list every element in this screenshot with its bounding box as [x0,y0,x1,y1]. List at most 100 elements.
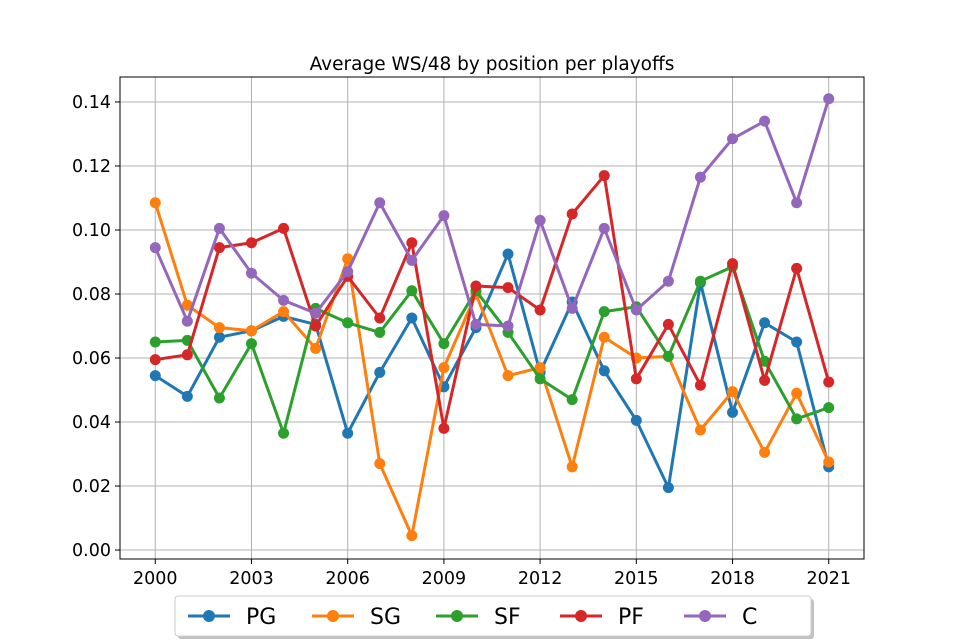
data-point-c [278,294,290,306]
data-point-sg [502,370,514,382]
series-line-pg [153,252,831,490]
legend-label-pf: PF [618,605,644,630]
data-point-pf [502,282,514,294]
data-point-sf [694,275,706,287]
series-line-pf [153,174,831,430]
data-point-sg [791,387,803,399]
data-point-pf [406,237,418,249]
data-point-sg [310,342,322,354]
y-tick-label: 0.08 [72,285,111,305]
legend-marker-c [699,610,711,622]
legend-item-pf: PF [560,605,644,630]
data-point-sf [278,427,290,439]
y-tick-label: 0.14 [72,93,111,113]
data-point-pg [342,427,354,439]
data-point-pg [502,248,514,260]
data-point-c [245,267,257,279]
x-tick-label: 2000 [133,569,178,589]
legend-marker-sg [327,610,339,622]
data-point-sg [823,456,835,468]
y-tick-label: 0.00 [72,541,111,561]
data-point-pg [662,482,674,494]
data-point-sg [342,253,354,265]
data-point-pg [759,317,771,329]
data-point-pf [470,280,482,292]
data-point-sf [662,350,674,362]
series-c [149,93,835,332]
y-tick-label: 0.04 [72,413,111,433]
data-point-c [534,214,546,226]
data-point-sf [406,285,418,297]
data-point-c [566,302,578,314]
legend-item-sf: SF [436,605,521,630]
data-point-sg [213,322,225,334]
data-point-pf [598,170,610,182]
data-point-pf [278,222,290,234]
data-point-sf [534,373,546,385]
data-point-pf [662,318,674,330]
data-point-c [181,315,193,327]
data-point-sf [598,306,610,318]
data-point-pf [566,208,578,220]
x-tick-label: 2021 [806,569,851,589]
y-tick-label: 0.06 [72,349,111,369]
series-line-sf [153,265,831,435]
x-tick-label: 2018 [710,569,755,589]
data-point-pg [598,365,610,377]
x-tick-label: 2015 [614,569,659,589]
gridlines [120,77,864,559]
data-point-c [149,242,161,254]
legend-marker-sf [451,610,463,622]
data-point-sf [759,355,771,367]
x-tick-label: 2012 [518,569,563,589]
data-point-c [630,304,642,316]
data-point-pf [181,349,193,361]
data-point-c [694,171,706,183]
data-point-pf [245,237,257,249]
data-point-pf [630,373,642,385]
data-point-c [662,275,674,287]
data-point-c [310,307,322,319]
legend-marker-pg [203,610,215,622]
data-point-sf [823,402,835,414]
series-line-sg [153,201,831,538]
data-point-pf [213,242,225,254]
data-point-sf [566,394,578,406]
series-line-c [153,97,831,328]
data-point-sg [759,446,771,458]
data-point-sg [727,386,739,398]
data-point-sg [374,458,386,470]
data-point-pf [727,258,739,270]
data-point-pf [438,422,450,434]
legend-item-pg: PG [188,605,276,630]
data-point-pf [759,374,771,386]
data-point-pg [406,312,418,324]
data-point-sg [598,331,610,343]
legend-marker-pf [575,610,587,622]
x-tick-label: 2006 [325,569,370,589]
legend-item-sg: SG [312,605,401,630]
x-tick-label: 2003 [229,569,274,589]
data-point-pf [374,312,386,324]
data-point-pg [149,370,161,382]
data-point-sg [245,325,257,337]
data-point-sf [342,317,354,329]
data-point-pg [630,414,642,426]
data-point-c [470,318,482,330]
x-tick-label: 2009 [422,569,467,589]
data-point-sg [149,197,161,209]
data-point-c [213,222,225,234]
data-point-sg [566,461,578,473]
data-point-pg [213,331,225,343]
legend-label-c: C [742,605,757,630]
data-point-sg [438,362,450,374]
axis-ticks: 2000 2003 2006 2009 2012 2015 2018 2021 0.00 0.02… [72,93,851,589]
data-point-c [406,254,418,266]
data-point-c [502,320,514,332]
data-point-c [823,93,835,105]
chart-title: Average WS/48 by position per playoffs [310,54,675,75]
legend: PG SG SF PF C [174,595,814,639]
data-point-pg [791,336,803,348]
data-point-sf [149,336,161,348]
